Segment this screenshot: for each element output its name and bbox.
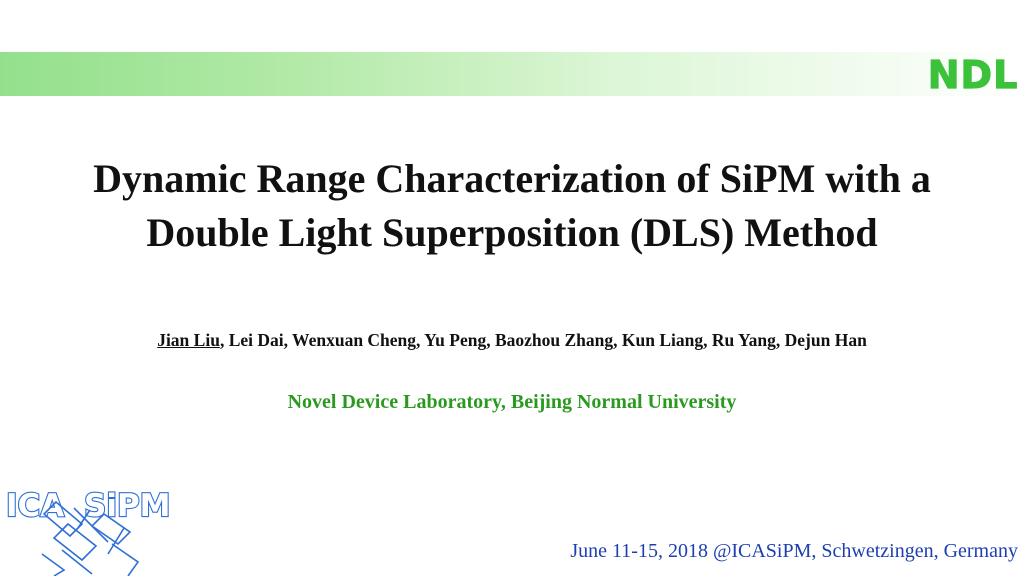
first-author: Jian Liu xyxy=(157,330,220,350)
slide-title: Dynamic Range Characterization of SiPM w… xyxy=(0,152,1024,260)
icasipm-logo-left-text: ICA xyxy=(6,488,64,524)
icasipm-logo-right-text: SiPM xyxy=(84,488,171,524)
ndl-logo: NDL xyxy=(928,52,1018,92)
sipm-grid-graphic xyxy=(41,500,140,576)
co-authors: , Lei Dai, Wenxuan Cheng, Yu Peng, Baozh… xyxy=(219,330,867,350)
header-band xyxy=(0,52,1024,96)
title-line-1: Dynamic Range Characterization of SiPM w… xyxy=(93,156,931,201)
affiliation: Novel Device Laboratory, Beijing Normal … xyxy=(287,391,737,413)
conference-date-venue: June 11-15, 2018 @ICASiPM, Schwetzingen,… xyxy=(570,540,1018,562)
ndl-logo-text: NDL xyxy=(928,53,1018,92)
icasipm-logo: ICA SiPM xyxy=(5,487,172,576)
author-list: Jian Liu, Lei Dai, Wenxuan Cheng, Yu Pen… xyxy=(0,330,1024,351)
title-line-2: Double Light Superposition (DLS) Method xyxy=(146,210,878,255)
